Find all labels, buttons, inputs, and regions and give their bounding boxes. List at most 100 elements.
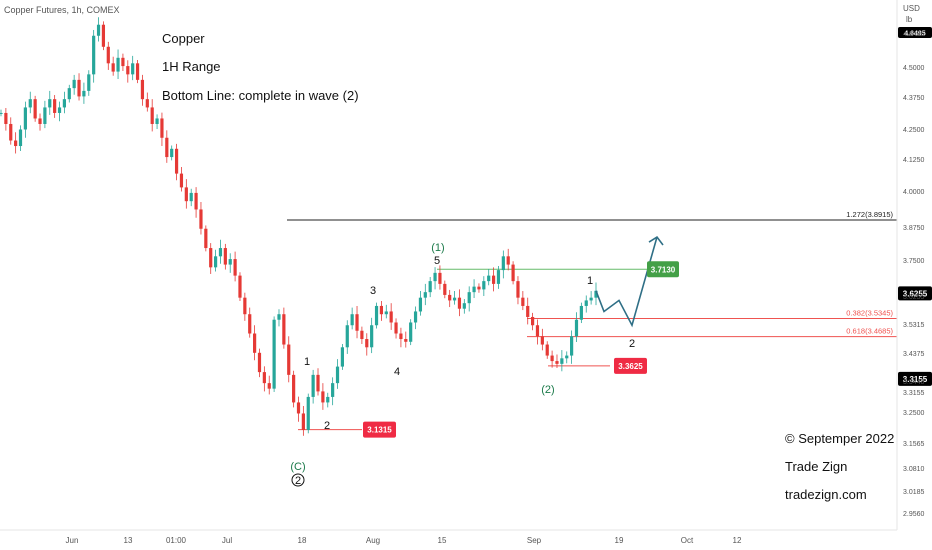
candle-body: [331, 383, 335, 397]
candle-body: [126, 66, 130, 75]
note-instrument: Copper: [162, 31, 205, 46]
candle-body: [433, 272, 437, 282]
candle-body: [516, 281, 520, 298]
badge-33625: 3.3625: [618, 362, 643, 371]
brand-text: Trade Zign: [785, 459, 847, 474]
candle-body: [379, 305, 384, 315]
candle-body: [106, 46, 110, 64]
y-tick-label: 2.9560: [903, 511, 925, 518]
x-tick-label: 19: [615, 536, 624, 545]
candle-body: [448, 294, 452, 301]
candle-body: [121, 57, 125, 67]
y-tick-label: 4.6495: [903, 31, 925, 38]
candle-body: [399, 333, 403, 340]
wave-label-5: 5: [434, 255, 440, 267]
copyright-text: © Septemper 2022: [785, 431, 894, 446]
candle-body: [550, 355, 554, 362]
wave-label-3: 3: [370, 285, 376, 297]
x-tick-label: Oct: [681, 536, 694, 545]
candle-body: [48, 99, 52, 108]
candle-body: [287, 344, 291, 375]
projection-arrowhead: [648, 235, 664, 246]
candle-body: [199, 209, 203, 229]
y-tick-label: 3.2500: [903, 410, 925, 417]
candle-body: [355, 314, 359, 331]
candle-body: [306, 396, 310, 431]
candle-body: [526, 305, 530, 317]
candle-body: [14, 140, 18, 147]
x-tick-label: 18: [298, 536, 307, 545]
badge-current-price-bg: [898, 286, 932, 301]
candle-body: [179, 173, 184, 188]
wave-label-sub-2: 2: [629, 338, 635, 350]
candle-body: [467, 292, 471, 304]
candle-body: [438, 272, 442, 284]
candle-body: [477, 286, 481, 290]
site-text: tradezign.com: [785, 487, 867, 502]
candle-body: [506, 256, 510, 265]
candle-body: [535, 325, 540, 337]
candle-body: [223, 248, 227, 265]
projection-path: [595, 235, 664, 328]
candle-body: [311, 374, 315, 397]
candle-body: [184, 187, 188, 202]
badge-33625-bg: [614, 357, 647, 374]
y-tick-label: 4.1250: [903, 157, 925, 164]
candle-body: [82, 90, 86, 97]
candle-body: [335, 366, 340, 384]
y-tick-label: 3.7500: [903, 258, 925, 265]
candle-body: [560, 358, 564, 364]
x-tick-label: Jul: [222, 536, 232, 545]
y-tick-label: 4.2500: [903, 127, 925, 134]
candle-body: [374, 305, 379, 326]
candle-body: [574, 319, 579, 337]
y-tick-label: 4.0000: [903, 189, 925, 196]
candle-body: [394, 322, 398, 334]
candle-body: [594, 290, 598, 298]
candle-body: [131, 63, 135, 75]
candle-body: [370, 325, 374, 348]
y-tick-label: 3.0185: [903, 489, 925, 496]
badge-top-price-bg: [898, 27, 932, 38]
wave-label-sub-1: 1: [587, 275, 593, 287]
note-bottom-line: Bottom Line: complete in wave (2): [162, 88, 359, 103]
candle-body: [540, 336, 544, 345]
candle-body: [18, 129, 23, 147]
candle-body: [345, 325, 349, 348]
candle-body: [501, 256, 505, 271]
unit-lb: lb: [906, 15, 913, 24]
badge-3713-bg: [647, 261, 679, 278]
candle-body: [257, 352, 262, 373]
candle-body: [457, 297, 462, 309]
candle-body: [53, 99, 57, 113]
candle-body: [384, 311, 388, 315]
candle-body: [28, 99, 32, 108]
candle-body: [389, 311, 393, 323]
candle-body: [292, 374, 296, 403]
candle-body: [111, 63, 115, 72]
candle-body: [589, 297, 593, 301]
badge-secondary-price: 3.3155: [903, 375, 928, 384]
candle-body: [321, 391, 325, 403]
candle-body: [301, 413, 305, 431]
candle-body: [262, 372, 266, 384]
wave-label-paren-1: (1): [431, 242, 444, 254]
candle-body: [57, 107, 62, 113]
candle-body: [77, 79, 81, 97]
candle-body: [267, 383, 271, 389]
y-tick-label: 3.3440: [903, 379, 925, 386]
wave-label-4: 4: [394, 366, 400, 378]
note-timeframe: 1H Range: [162, 59, 221, 74]
candle-body: [43, 107, 47, 124]
candle-body: [238, 275, 242, 298]
badge-top-price: 4.6495: [904, 31, 926, 38]
candle-body: [365, 339, 369, 348]
candle-body: [428, 281, 432, 293]
candle-body: [443, 283, 447, 295]
candle-body: [413, 311, 418, 323]
candle-body: [160, 118, 164, 138]
candle-body: [101, 24, 106, 47]
candle-body: [248, 314, 252, 334]
x-axis-ticks: Jun 13 01:00 Jul 18 Aug 15 Sep 19 Oct 12: [66, 536, 742, 545]
